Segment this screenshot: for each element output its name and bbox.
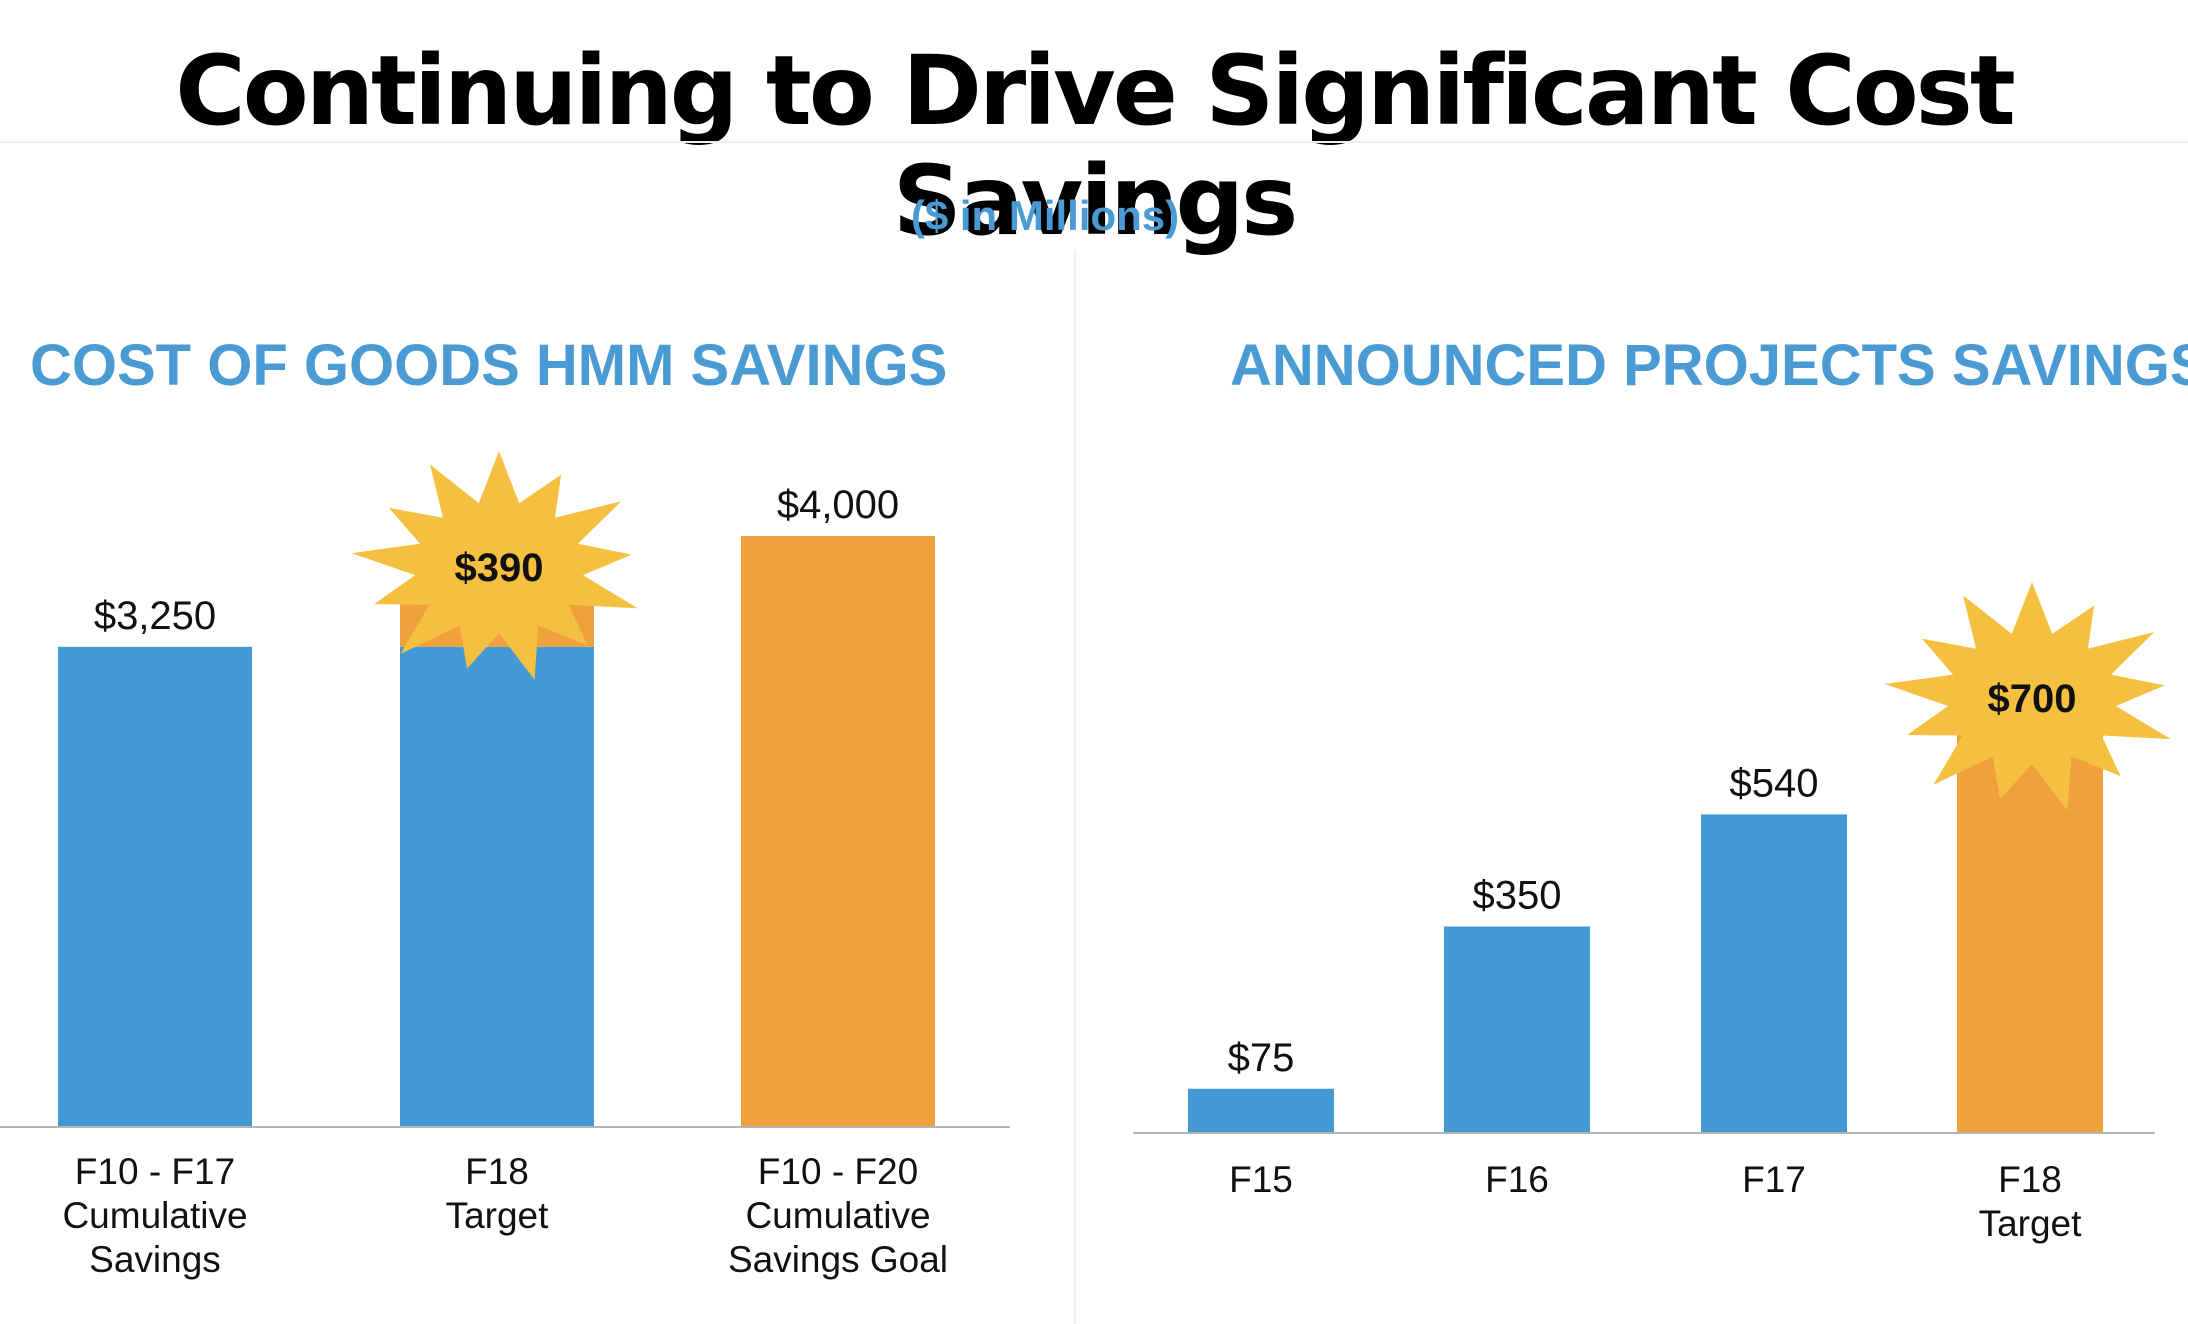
category-tick-label-line: Target (446, 1195, 550, 1236)
category-tick-label-line: F10 - F17 (75, 1151, 235, 1192)
category-tick-label: F17 (1742, 1159, 1806, 1200)
slide-title: Continuing to Drive Significant Cost Sav… (175, 35, 2015, 257)
chart-title: ANNOUNCED PROJECTS SAVINGS (1230, 333, 2188, 398)
starburst-shape (1884, 582, 2171, 811)
category-tick-label-line: Savings (89, 1239, 221, 1280)
bar (1701, 814, 1847, 1133)
title-divider (0, 141, 2188, 143)
category-tick-label-line: F10 - F20 (758, 1151, 918, 1192)
category-tick-label-line: F16 (1485, 1159, 1549, 1200)
category-tick-label: F18 Target (1979, 1159, 2083, 1244)
category-tick-label: F10 - F20 Cumulative Savings Goal (728, 1151, 948, 1280)
category-tick-label-line: Target (1979, 1203, 2083, 1244)
category-tick-label-line: F17 (1742, 1159, 1806, 1200)
bar (1444, 926, 1590, 1133)
bar-value-label: $4,000 (777, 483, 899, 527)
bar-value-label: $350 (1473, 874, 1562, 918)
units-note: ($ in Millions) (910, 192, 1180, 239)
bar-value-label: $540 (1730, 761, 1819, 805)
bar-segment (58, 646, 252, 1127)
center-divider (1074, 250, 1076, 1324)
bar (1188, 1088, 1334, 1133)
bar-segment (400, 646, 594, 1127)
starburst-value-label: $700 (1988, 677, 2077, 721)
bar (1957, 720, 2103, 1133)
starburst-value-label: $390 (455, 546, 544, 590)
category-tick-label-line: Savings Goal (728, 1239, 948, 1280)
category-tick-label-line: F18 (465, 1151, 529, 1192)
bar-value-label: $75 (1228, 1036, 1295, 1080)
category-tick-label: F18 Target (446, 1151, 550, 1236)
bar-value-label: $3,250 (94, 594, 216, 638)
starburst-shape (351, 451, 638, 680)
chart-cost-of-goods: COST OF GOODS HMM SAVINGS $3,250 F10 - F17… (0, 333, 1010, 1280)
category-tick-label-line: Cumulative (62, 1195, 247, 1236)
chart-title: COST OF GOODS HMM SAVINGS (30, 333, 947, 398)
category-tick-label-line: F15 (1229, 1159, 1293, 1200)
category-tick-label: F15 (1229, 1159, 1293, 1200)
bar-segment (741, 536, 935, 1127)
category-tick-label-line: Cumulative (745, 1195, 930, 1236)
category-tick-label-line: F18 (1998, 1159, 2062, 1200)
category-tick-label: F16 (1485, 1159, 1549, 1200)
chart-announced-projects: ANNOUNCED PROJECTS SAVINGS $75 F15 $350 F16 $… (1133, 333, 2188, 1244)
category-tick-label: F10 - F17 Cumulative Savings (62, 1151, 247, 1280)
